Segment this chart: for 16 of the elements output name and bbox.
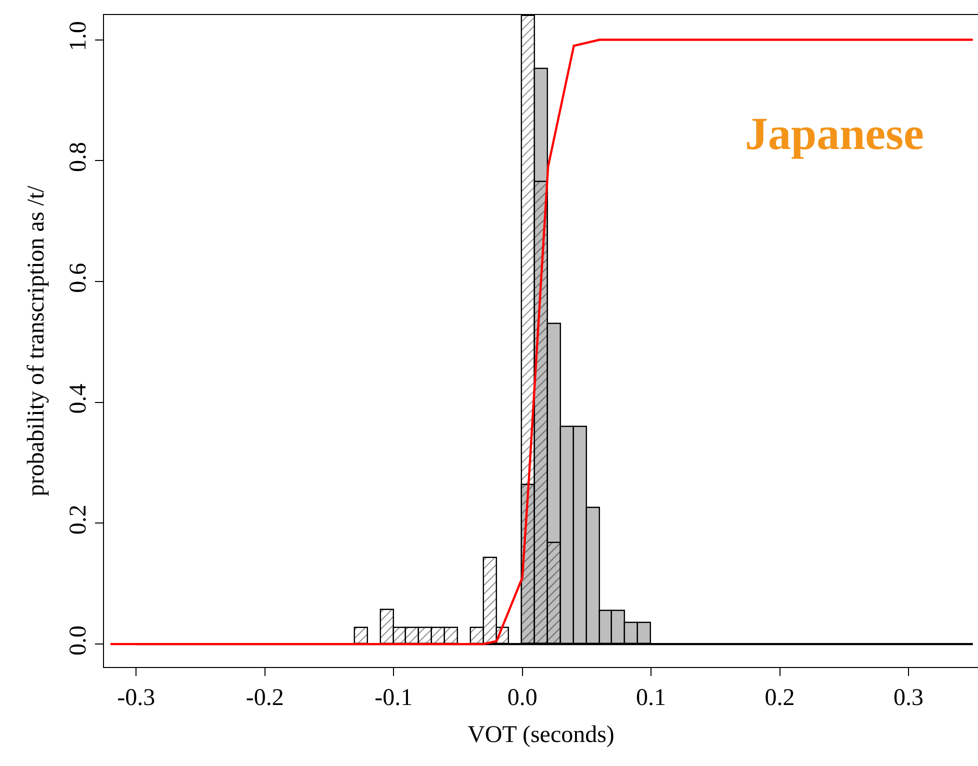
- x-tick-label: 0.2: [764, 684, 795, 711]
- x-tick-label: 0.1: [636, 684, 666, 711]
- y-tick-label: 1.0: [65, 21, 92, 52]
- y-tick-label: 0.2: [65, 504, 92, 535]
- y-tick-label: 0.8: [65, 142, 92, 172]
- y-tick-label: 0.0: [65, 625, 92, 656]
- y-tick-label: 0.4: [65, 384, 92, 414]
- x-tick-label: -0.3: [117, 684, 156, 711]
- x-tick-label: -0.2: [246, 684, 284, 711]
- x-tick-label: 0.3: [893, 684, 924, 711]
- x-tick-label: 0.0: [507, 684, 538, 711]
- x-tick-label: -0.1: [374, 684, 413, 711]
- y-tick-label: 0.6: [65, 262, 92, 293]
- x-axis-title: VOT (seconds): [468, 722, 614, 748]
- y-axis-title: probability of transcription as /t/: [24, 185, 50, 496]
- annotation: Japanese: [745, 108, 924, 159]
